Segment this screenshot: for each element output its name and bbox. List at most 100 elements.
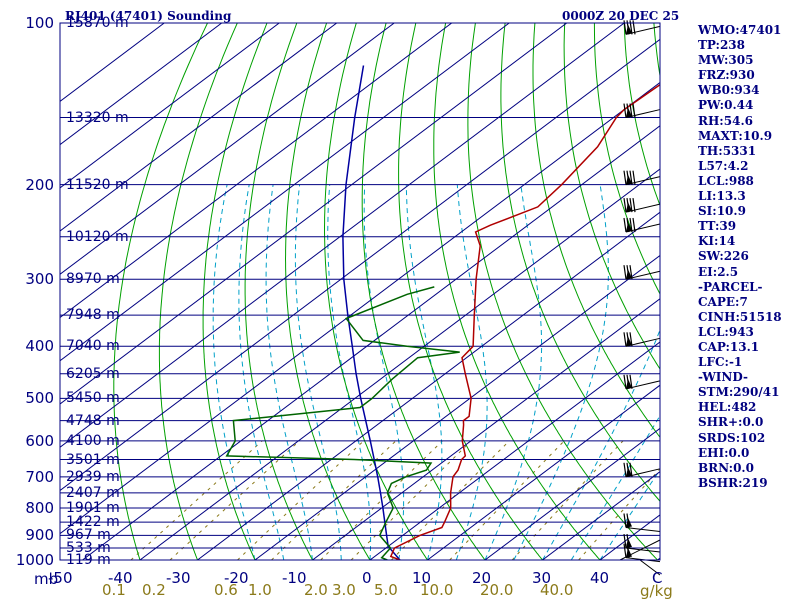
index-value: HEL:482 bbox=[698, 400, 757, 415]
mixing-ratio-line bbox=[578, 468, 660, 560]
mixing-ratio-tick-label: 2.0 bbox=[304, 581, 328, 599]
mixing-ratio-tick-label: 40.0 bbox=[540, 581, 574, 599]
isobars bbox=[60, 23, 660, 560]
height-label: 7948 m bbox=[66, 307, 120, 324]
pressure-tick-label: 900 bbox=[25, 526, 54, 545]
height-label: 1901 m bbox=[66, 499, 120, 516]
index-value: CAP:13.1 bbox=[698, 339, 760, 354]
height-label: 967 m bbox=[66, 527, 111, 544]
isotherm-line bbox=[60, 23, 223, 146]
isotherm-line bbox=[139, 168, 660, 560]
index-value: TT:39 bbox=[698, 219, 737, 234]
index-value: MAXT:10.9 bbox=[698, 128, 773, 143]
dry-adiabat bbox=[500, 23, 660, 503]
moist-adiabat bbox=[513, 184, 609, 560]
isotherm-line bbox=[60, 23, 280, 189]
index-value: BSHR:219 bbox=[698, 475, 768, 490]
valid-time: 0000Z 20 DEC 25 bbox=[562, 9, 680, 23]
height-label: 5450 m bbox=[66, 390, 120, 407]
mixing-ratio-tick-label: 20.0 bbox=[480, 581, 514, 599]
dry-adiabat bbox=[113, 23, 209, 560]
temperature-tick-label: 30 bbox=[532, 569, 552, 587]
height-label: 2939 m bbox=[66, 468, 120, 485]
isotherm-line bbox=[312, 298, 660, 560]
temperature-tick-label: -50 bbox=[48, 569, 73, 587]
wind-barb bbox=[623, 103, 661, 119]
height-label: 6205 m bbox=[66, 365, 120, 382]
pressure-tick-label: 1000 bbox=[15, 551, 54, 569]
wind-barb bbox=[623, 170, 661, 186]
index-value: MW:305 bbox=[698, 53, 754, 68]
index-value: SI:10.9 bbox=[698, 204, 746, 219]
isotherms bbox=[60, 23, 660, 560]
dry-adiabat bbox=[244, 23, 314, 560]
index-value: WB0:934 bbox=[698, 83, 760, 98]
isotherm-line bbox=[60, 23, 568, 405]
isotherm-line bbox=[484, 427, 660, 560]
isotherm-line bbox=[60, 23, 453, 319]
index-value: CAPE:7 bbox=[698, 294, 748, 309]
index-value: LFC:-1 bbox=[698, 355, 743, 370]
sounding-profiles bbox=[225, 65, 660, 560]
index-value: EI:2.5 bbox=[698, 264, 739, 279]
wind-barb bbox=[623, 374, 661, 390]
temperature-tick-label: 40 bbox=[590, 569, 610, 587]
dry-adiabat bbox=[202, 23, 268, 560]
wind-barb bbox=[623, 217, 661, 233]
mixing-ratio-tick-label: 3.0 bbox=[332, 581, 356, 599]
mixing-ratio-line bbox=[271, 440, 397, 560]
temperature-tick-label: 10 bbox=[412, 569, 432, 587]
dry-adiabat bbox=[284, 23, 371, 560]
parcel-trace bbox=[342, 65, 401, 560]
index-value: BRN:0.0 bbox=[698, 460, 754, 475]
moist-adiabat bbox=[363, 184, 405, 560]
mixing-ratio-tick-label: 5.0 bbox=[374, 581, 398, 599]
mixing-ratio-tick-label: 1.0 bbox=[248, 581, 272, 599]
plot-frame bbox=[59, 22, 661, 561]
height-label: 533 m bbox=[66, 540, 111, 557]
index-value: EHI:0.0 bbox=[698, 445, 750, 460]
indices-panel: WMO:47401 TP:238 MW:305 FRZ:930 WB0:934 PW:0.… bbox=[698, 23, 800, 491]
pressure-unit-label: mb bbox=[34, 570, 59, 588]
index-value: L57:4.2 bbox=[698, 158, 749, 173]
wind-barb bbox=[623, 198, 661, 213]
height-label: 2407 m bbox=[66, 484, 120, 501]
dry-adiabat bbox=[158, 23, 238, 560]
dry-adiabat bbox=[593, 23, 660, 295]
index-value: TP:238 bbox=[698, 38, 746, 53]
isotherm-line bbox=[254, 254, 660, 560]
mixing-ratio-lines bbox=[130, 440, 660, 560]
temperature-tick-label: -10 bbox=[282, 569, 307, 587]
mixing-ratio-tick-label: 10.0 bbox=[420, 581, 454, 599]
index-value: WMO:47401 bbox=[698, 23, 782, 37]
index-value: RH:54.6 bbox=[698, 113, 753, 128]
temperature-tick-label: -20 bbox=[224, 569, 249, 587]
dewpoint-trace bbox=[225, 286, 460, 560]
mixing-ratio-line bbox=[350, 440, 472, 560]
temperature-tick-label: 20 bbox=[472, 569, 492, 587]
wind-barb bbox=[623, 332, 661, 347]
isotherm-line bbox=[197, 211, 660, 560]
moist-adiabat bbox=[599, 468, 660, 560]
index-value: SW:226 bbox=[698, 249, 749, 264]
wind-barb bbox=[623, 265, 661, 280]
wind-barb bbox=[623, 513, 661, 533]
mixing-ratio-line bbox=[511, 440, 624, 560]
index-value: -PARCEL- bbox=[698, 279, 763, 294]
pressure-tick-label: 500 bbox=[25, 389, 54, 408]
index-value: CINH:51518 bbox=[698, 309, 782, 324]
dry-adiabat bbox=[467, 23, 659, 560]
pressure-tick-label: 700 bbox=[25, 467, 54, 486]
pressure-tick-label: 800 bbox=[25, 498, 54, 517]
isotherm-line bbox=[60, 23, 625, 448]
index-value: SHR+:0.0 bbox=[698, 415, 764, 430]
isotherm-line bbox=[60, 81, 660, 535]
height-label: 11520 m bbox=[66, 176, 129, 193]
moist-adiabat bbox=[484, 184, 543, 560]
wind-barb bbox=[623, 462, 661, 478]
temperature-tick-label: 0 bbox=[362, 569, 372, 587]
pressure-tick-label: 200 bbox=[25, 175, 54, 194]
dry-adiabats bbox=[113, 23, 660, 560]
pressure-tick-label: 300 bbox=[25, 270, 54, 289]
index-value: LCL:943 bbox=[698, 324, 754, 339]
